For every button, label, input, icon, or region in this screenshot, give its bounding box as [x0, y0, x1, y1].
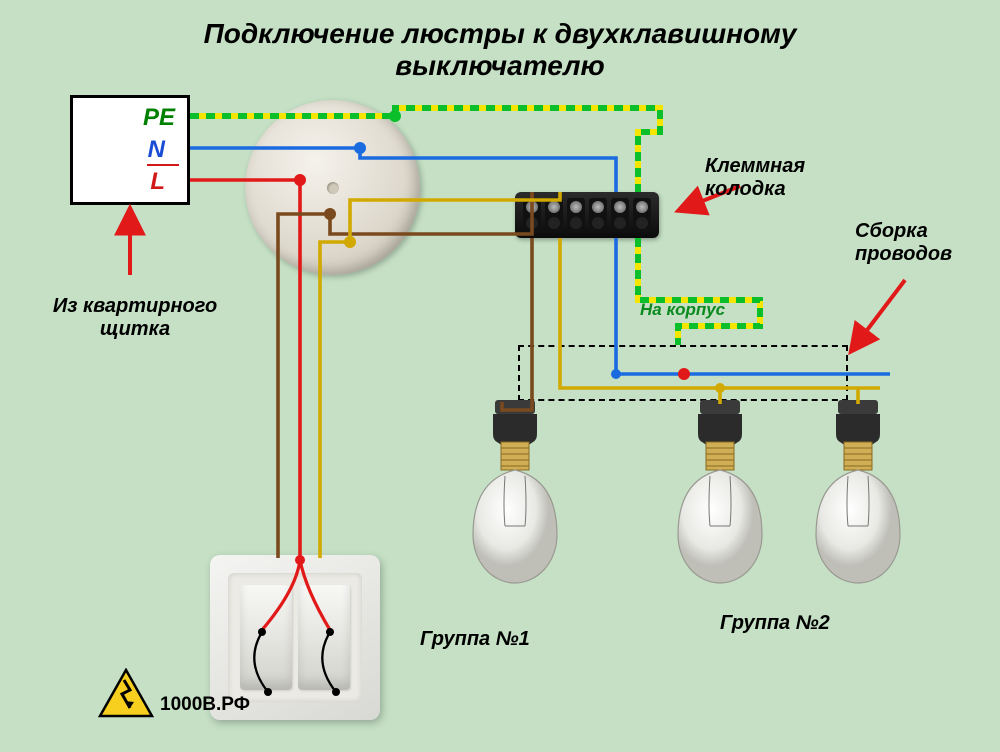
- terminal-block: [515, 192, 659, 238]
- panel-n-label: N: [148, 136, 165, 164]
- terminal-slot: [633, 198, 651, 232]
- distribution-panel: PE N L: [70, 95, 190, 205]
- terminal-slot: [589, 198, 607, 232]
- wire-assembly-box: [518, 345, 848, 401]
- bulb-group2a: [660, 398, 780, 588]
- junction-box: [245, 100, 420, 275]
- switch-rocker-1[interactable]: [240, 585, 292, 690]
- bulb-group1: [455, 398, 575, 588]
- watermark-text: 1000В.РФ: [160, 694, 250, 716]
- diagram-title: Подключение люстры к двухклавишному выкл…: [0, 18, 1000, 82]
- terminal-slot: [567, 198, 585, 232]
- l-underline: [147, 164, 179, 166]
- terminal-slot: [523, 198, 541, 232]
- terminal-block-label: Клеммная колодка: [705, 155, 865, 201]
- from-panel-label: Из квартирного щитка: [45, 295, 225, 341]
- panel-pe-label: PE: [143, 104, 175, 132]
- panel-l-label: L: [150, 168, 165, 196]
- to-case-label: На корпус: [640, 300, 725, 320]
- group2-label: Группа №2: [720, 612, 830, 635]
- title-line2: выключателю: [0, 50, 1000, 82]
- title-line1: Подключение люстры к двухклавишному: [0, 18, 1000, 50]
- warning-triangle-icon: [98, 668, 154, 718]
- terminal-slot: [611, 198, 629, 232]
- bulb-group2b: [798, 398, 918, 588]
- terminal-slot: [545, 198, 563, 232]
- wire-assembly-label: Сборка проводов: [855, 220, 995, 266]
- group1-label: Группа №1: [420, 628, 530, 651]
- switch-rocker-2[interactable]: [298, 585, 350, 690]
